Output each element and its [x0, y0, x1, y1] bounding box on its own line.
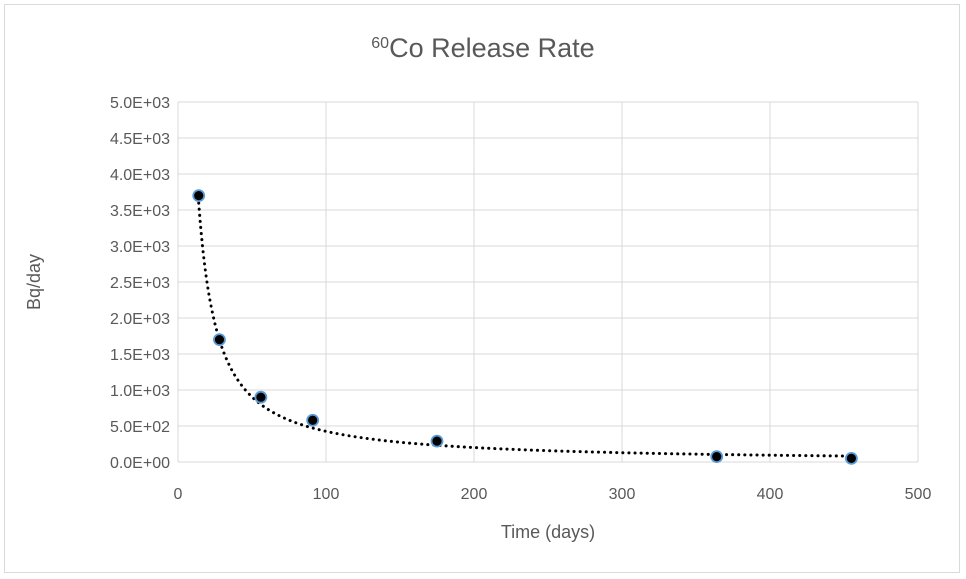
x-tick-label: 400 [757, 486, 784, 503]
y-tick-label: 5.0E+03 [110, 95, 170, 112]
y-tick-label: 3.0E+03 [110, 239, 170, 256]
y-tick-label: 1.5E+03 [110, 347, 170, 364]
x-tick-labels: 0 100 200 300 400 500 [174, 486, 932, 503]
data-points [192, 189, 858, 465]
y-tick-label: 4.5E+03 [110, 131, 170, 148]
data-point [213, 333, 226, 347]
y-tick-label: 1.0E+03 [110, 383, 170, 400]
y-tick-label: 2.0E+03 [110, 311, 170, 328]
x-tick-label: 200 [461, 486, 488, 503]
chart-title: 60Co Release Rate [371, 33, 594, 63]
x-tick-label: 300 [609, 486, 636, 503]
chart-title-superscript: 60 [371, 35, 389, 52]
data-point [710, 450, 724, 464]
y-tick-labels: 0.0E+00 5.0E+02 1.0E+03 1.5E+03 2.0E+03 2.5E+… [110, 95, 170, 472]
x-tick-label: 0 [174, 486, 183, 503]
x-axis-title: Time (days) [501, 522, 595, 542]
chart-title-main: Co Release Rate [389, 33, 595, 63]
grid-layer [177, 101, 919, 463]
data-point [430, 434, 444, 448]
y-tick-label: 4.0E+03 [110, 167, 170, 184]
data-point [254, 390, 268, 404]
y-axis-title: Bq/day [24, 254, 44, 310]
y-tick-label: 3.5E+03 [110, 203, 170, 220]
trendline-layer [197, 201, 853, 458]
chart-frame [4, 4, 960, 573]
y-tick-label: 5.0E+02 [110, 419, 170, 436]
trendline [197, 201, 853, 458]
y-tick-label: 2.5E+03 [110, 275, 170, 292]
x-tick-label: 500 [905, 486, 932, 503]
data-point [845, 451, 858, 465]
y-tick-label: 0.0E+00 [110, 455, 170, 472]
x-tick-label: 100 [313, 486, 340, 503]
data-point [306, 413, 320, 427]
data-point [192, 189, 206, 203]
